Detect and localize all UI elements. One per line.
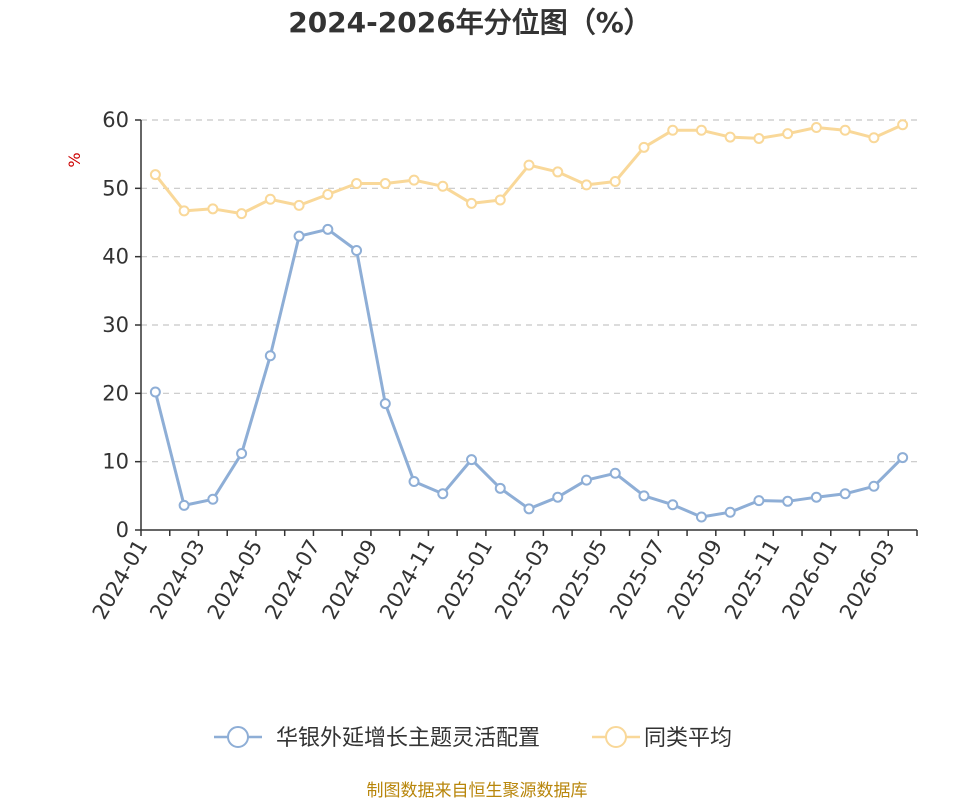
- series-1-point: [724, 131, 736, 143]
- series-0-point: [753, 495, 765, 507]
- series-0-point: [494, 482, 506, 494]
- legend-label: 同类平均: [644, 726, 732, 751]
- series-0-point: [552, 491, 564, 503]
- series-1-point: [782, 128, 794, 140]
- series-0-point: [264, 350, 276, 362]
- series-1-point: [437, 180, 449, 192]
- x-tick-label: 2025-09: [662, 536, 727, 624]
- series-0-point: [839, 488, 851, 500]
- series-0-point: [379, 398, 391, 410]
- series-group: [149, 119, 909, 523]
- series-1-point: [868, 132, 880, 144]
- y-tick-label: 50: [102, 176, 129, 200]
- x-tick-label: 2025-03: [490, 536, 555, 624]
- axes: 01020304050602024-012024-032024-052024-0…: [88, 108, 918, 624]
- series-0-point: [466, 454, 478, 466]
- series-1-point: [178, 205, 190, 217]
- series-1-point: [695, 124, 707, 136]
- series-0-point: [236, 447, 248, 459]
- x-tick-label: 2024-05: [203, 536, 268, 624]
- y-tick-label: 0: [116, 518, 129, 542]
- series-0-point: [523, 503, 535, 515]
- series-1-point: [839, 124, 851, 136]
- grid-lines: [141, 119, 917, 463]
- x-tick-label: 2024-07: [260, 536, 325, 624]
- series-0-point: [897, 452, 909, 464]
- series-1-point: [494, 194, 506, 206]
- series-0-point: [207, 493, 219, 505]
- series-1-point: [149, 169, 161, 181]
- x-tick-label: 2024-03: [145, 536, 210, 624]
- series-0-point: [178, 499, 190, 511]
- series-0-point: [322, 223, 334, 235]
- series-0-point: [149, 386, 161, 398]
- y-tick-label: 10: [102, 450, 129, 474]
- series-0-point: [580, 474, 592, 486]
- series-0-point: [293, 230, 305, 242]
- x-tick-label: 2026-03: [835, 536, 900, 624]
- series-1-point: [236, 208, 248, 220]
- legend-swatch-marker: [227, 726, 249, 748]
- series-0-point: [868, 480, 880, 492]
- series-0-point: [695, 511, 707, 523]
- y-tick-label: 60: [102, 108, 129, 132]
- x-tick-label: 2025-01: [433, 536, 498, 624]
- series-1-point: [638, 141, 650, 153]
- x-tick-label: 2025-11: [720, 536, 785, 624]
- y-tick-label: 30: [102, 313, 129, 337]
- x-tick-label: 2024-01: [88, 536, 153, 624]
- series-0-point: [667, 499, 679, 511]
- x-tick-label: 2025-07: [605, 536, 670, 624]
- series-1-point: [207, 203, 219, 215]
- series-0-point: [437, 488, 449, 500]
- series-1-point: [379, 178, 391, 190]
- series-1-point: [810, 122, 822, 134]
- y-tick-label: 20: [102, 381, 129, 405]
- series-1-point: [580, 179, 592, 191]
- series-1-point: [293, 199, 305, 211]
- series-0-point: [810, 491, 822, 503]
- series-0-point: [408, 475, 420, 487]
- y-tick-label: 40: [102, 245, 129, 269]
- y-axis-label: %: [65, 152, 84, 167]
- series-1-point: [667, 124, 679, 136]
- series-1-point: [264, 193, 276, 205]
- x-tick-label: 2024-09: [318, 536, 383, 624]
- series-line-0: [153, 227, 904, 519]
- x-tick-label: 2025-05: [548, 536, 613, 624]
- series-0-point: [724, 506, 736, 518]
- series-0-point: [782, 495, 794, 507]
- series-1-point: [552, 166, 564, 178]
- series-1-point: [408, 174, 420, 186]
- series-0-point: [638, 490, 650, 502]
- series-1-point: [322, 188, 334, 200]
- series-1-point: [609, 176, 621, 187]
- series-1-point: [897, 119, 909, 131]
- legend-label: 华银外延增长主题灵活配置: [276, 726, 540, 751]
- series-0-point: [351, 245, 363, 257]
- legend-swatch-marker: [605, 726, 627, 748]
- source-note: 制图数据来自恒生聚源数据库: [367, 781, 588, 800]
- series-1-point: [351, 178, 363, 190]
- series-1-point: [523, 159, 535, 171]
- series-1-point: [753, 132, 765, 144]
- series-0-point: [609, 467, 621, 479]
- legend[interactable]: 华银外延增长主题灵活配置 同类平均: [214, 726, 732, 751]
- x-tick-label: 2024-11: [375, 536, 440, 624]
- series-1-point: [466, 197, 478, 209]
- chart-title: 2024-2026年分位图（%）: [288, 6, 652, 39]
- x-tick-label: 2026-01: [777, 536, 842, 624]
